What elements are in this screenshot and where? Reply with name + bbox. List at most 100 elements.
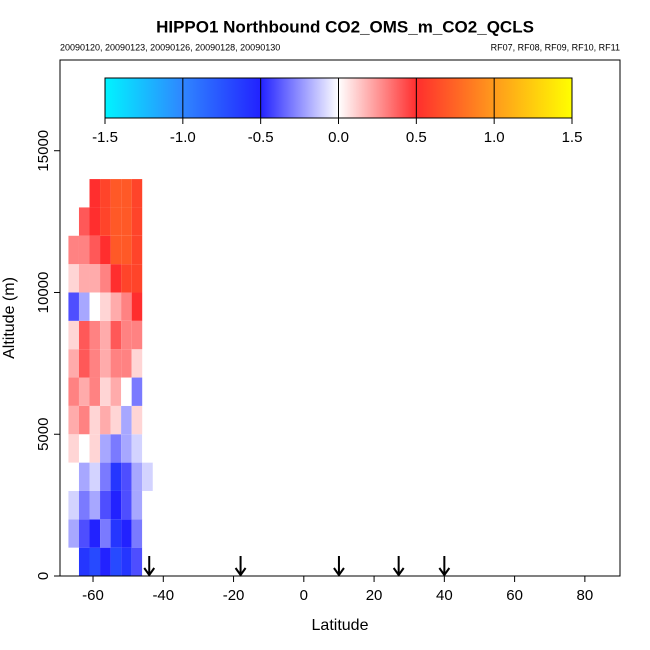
heat-cell bbox=[131, 490, 143, 520]
heat-cell bbox=[68, 235, 79, 265]
heat-cell bbox=[78, 462, 90, 491]
heat-cell bbox=[121, 179, 132, 208]
chart-title: HIPPO1 Northbound CO2_OMS_m_CO2_QCLS bbox=[156, 17, 534, 36]
heat-cell bbox=[142, 490, 153, 520]
x-tick-label: 60 bbox=[506, 587, 523, 604]
subtitle-left: 20090120, 20090123, 20090126, 20090128, … bbox=[60, 42, 280, 52]
x-tick-label: 0 bbox=[300, 587, 308, 604]
heat-cell bbox=[89, 490, 101, 520]
x-tick-label: 80 bbox=[577, 587, 594, 604]
heat-cell bbox=[78, 320, 90, 350]
heat-cell bbox=[89, 547, 101, 576]
heat-cell bbox=[142, 434, 153, 463]
heat-cell bbox=[68, 462, 79, 491]
heat-cell bbox=[68, 264, 79, 293]
heat-cell bbox=[89, 434, 101, 463]
heat-cell bbox=[100, 320, 111, 350]
heat-cell bbox=[100, 377, 111, 406]
heat-cell bbox=[121, 462, 132, 491]
heat-cell bbox=[78, 349, 90, 378]
heat-cell bbox=[89, 519, 101, 548]
heat-cell bbox=[89, 235, 101, 265]
heat-cell bbox=[68, 405, 79, 435]
heat-cell bbox=[100, 207, 111, 236]
heat-cell bbox=[100, 519, 111, 548]
y-tick-label: 10000 bbox=[35, 272, 52, 314]
heat-cell bbox=[131, 320, 143, 350]
heat-cell bbox=[89, 405, 101, 435]
heat-cell bbox=[89, 320, 101, 350]
heat-cell bbox=[131, 264, 143, 293]
x-tick-label: -40 bbox=[152, 587, 174, 604]
x-tick-label: -60 bbox=[82, 587, 104, 604]
y-tick-label: 0 bbox=[35, 572, 52, 580]
heat-cell bbox=[68, 490, 79, 520]
heat-cell bbox=[68, 519, 79, 548]
heat-cell bbox=[68, 320, 79, 350]
heat-cell bbox=[110, 434, 122, 463]
heat-cell bbox=[78, 292, 90, 321]
heat-cell bbox=[110, 490, 122, 520]
y-axis-label: Altitude (m) bbox=[1, 277, 18, 359]
heat-cell bbox=[110, 179, 122, 208]
heat-cell bbox=[110, 519, 122, 548]
heat-cell bbox=[78, 264, 90, 293]
heat-cell bbox=[121, 320, 132, 350]
flight-arrow bbox=[333, 556, 345, 577]
x-tick-label: 20 bbox=[366, 587, 383, 604]
heat-cell bbox=[121, 235, 132, 265]
heat-cell bbox=[78, 519, 90, 548]
heat-cell bbox=[100, 292, 111, 321]
flight-arrow bbox=[234, 556, 247, 577]
heat-cell bbox=[89, 292, 101, 321]
heat-cell bbox=[121, 207, 132, 236]
heat-cell bbox=[89, 462, 101, 491]
heat-cell bbox=[110, 264, 122, 293]
heat-cell bbox=[100, 434, 111, 463]
y-tick-label: 5000 bbox=[35, 418, 52, 451]
heat-cell bbox=[68, 377, 79, 406]
heat-cell bbox=[121, 547, 132, 576]
heat-cell bbox=[131, 377, 143, 406]
x-tick-label: -20 bbox=[223, 587, 245, 604]
heat-cell bbox=[100, 235, 111, 265]
heat-cell bbox=[131, 207, 143, 236]
heat-cell bbox=[131, 462, 143, 491]
heat-cell bbox=[121, 519, 132, 548]
heat-cell bbox=[121, 377, 132, 406]
heat-cell bbox=[131, 292, 143, 321]
heat-cell bbox=[142, 547, 153, 576]
colorbar-tick-label: 1.5 bbox=[562, 129, 583, 146]
plot-frame bbox=[59, 59, 621, 577]
subtitle-right: RF07, RF08, RF09, RF10, RF11 bbox=[491, 42, 620, 52]
heat-cell bbox=[100, 462, 111, 491]
flight-arrow bbox=[392, 556, 405, 577]
heat-cell bbox=[142, 462, 153, 491]
heat-cell bbox=[110, 547, 122, 576]
heat-cell bbox=[110, 349, 122, 378]
flight-arrow bbox=[143, 556, 156, 577]
heat-cell bbox=[131, 405, 143, 435]
heat-cell bbox=[142, 519, 153, 548]
heat-cell bbox=[78, 235, 90, 265]
heat-cell bbox=[68, 292, 79, 321]
heat-cell bbox=[131, 547, 143, 576]
heat-cell bbox=[131, 349, 143, 378]
heat-cell bbox=[121, 434, 132, 463]
heat-cell bbox=[110, 235, 122, 265]
heat-cell bbox=[131, 519, 143, 548]
heat-cell bbox=[100, 490, 111, 520]
heat-cell bbox=[100, 349, 111, 378]
heat-cell bbox=[110, 207, 122, 236]
heat-cell bbox=[121, 292, 132, 321]
heat-cell bbox=[110, 405, 122, 435]
heat-cell bbox=[110, 377, 122, 406]
heat-cell bbox=[110, 320, 122, 350]
heat-cell bbox=[68, 349, 79, 378]
colorbar-tick-label: -1.5 bbox=[92, 129, 118, 146]
x-tick-label: 40 bbox=[436, 587, 453, 604]
heat-cell bbox=[121, 490, 132, 520]
heat-cell bbox=[78, 490, 90, 520]
heat-cell bbox=[89, 349, 101, 378]
heat-cell bbox=[78, 547, 90, 576]
